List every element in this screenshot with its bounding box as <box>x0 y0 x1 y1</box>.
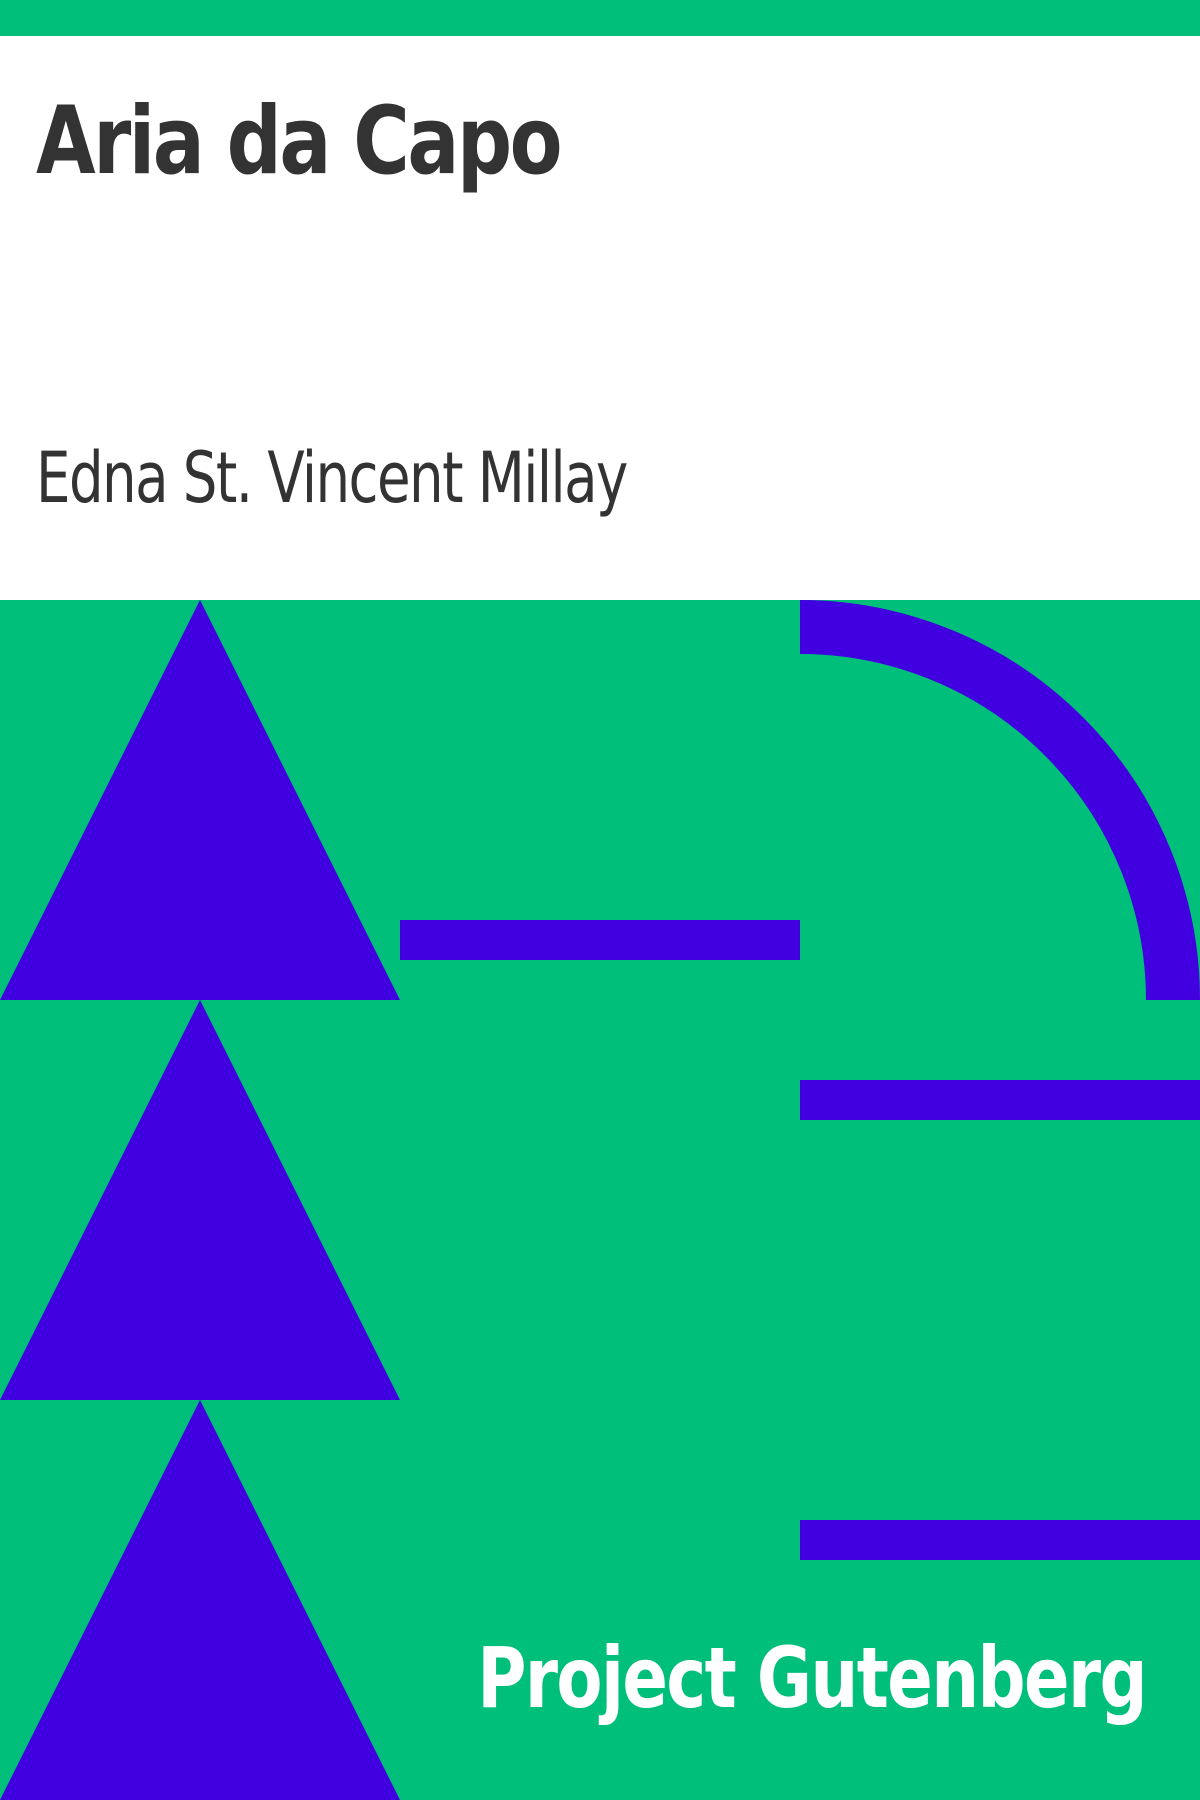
triangle-middle <box>0 1000 400 1400</box>
triangle-bottom <box>0 1400 400 1800</box>
cover-artwork <box>0 600 1200 1800</box>
triangle-top <box>0 600 400 1000</box>
book-title: Aria da Capo <box>36 87 563 196</box>
publisher-name: Project Gutenberg <box>477 1629 1147 1727</box>
title-panel: Aria da Capo Edna St. Vincent Millay <box>0 36 1200 600</box>
bar-right-lower <box>800 1520 1200 1560</box>
geometric-pattern <box>0 600 1200 1800</box>
top-color-band <box>0 0 1200 36</box>
book-author: Edna St. Vincent Millay <box>36 437 628 519</box>
quarter-arc <box>799 600 1200 1001</box>
bar-middle-left <box>400 920 800 960</box>
bar-right-upper <box>800 1080 1200 1120</box>
